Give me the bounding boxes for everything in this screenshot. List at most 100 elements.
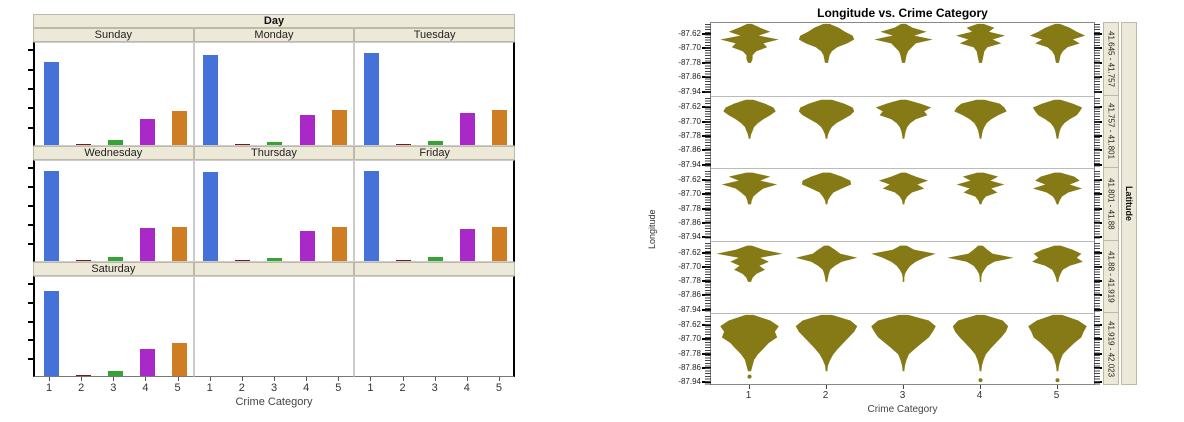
x-tick-label: 2 [238,382,245,394]
facet-strip-thursday: Thursday [193,146,355,160]
y-tick-label: -87.78 [678,57,701,67]
right-strip-title: Latitude [1121,22,1137,385]
violin-svg [720,315,1087,383]
violin-row3-cat1 [721,172,778,205]
x-axis-tick [434,377,436,381]
x-axis-tick [402,377,404,381]
facet-panel-saturday [28,276,194,377]
bar-saturday-cat3 [107,371,123,376]
y-axis-tick [28,282,34,285]
y-tick-label: -87.94 [678,377,701,387]
y-axis-tick [28,224,34,226]
bar-saturday-cat1 [43,291,59,376]
x-axis-tick [145,377,147,381]
x-tick-label: 2 [399,382,406,394]
facet-panel-thursday [193,160,355,262]
violin-facet-row-3: -87.62 -87.70 -87.78 -87.86 -87.94 [678,168,1102,241]
y-axis-tick [28,205,34,207]
x-axis-tick [370,377,372,381]
bar-friday-cat3 [428,256,444,261]
facet-panel-sunday [28,42,194,146]
violin-row4-cat2 [795,245,858,282]
facet-panel-wednesday [28,160,194,262]
y-tick-label: -87.86 [678,72,701,82]
y-axis-minor-ticks-right [1094,170,1100,240]
bar-tuesday-cat3 [428,140,444,145]
violin-row2-cat3 [875,99,932,139]
y-tick-label: -87.94 [678,86,701,96]
y-axis-tick [28,68,34,71]
latitude-range-strip: 41.919 - 42.023 [1103,312,1119,385]
y-tick-label: -87.86 [678,145,701,155]
x-tick-label: 3 [270,382,278,394]
x-axis-title: Crime Category [235,396,313,408]
violin-row1-cat2 [798,23,855,63]
x-axis-tick [466,377,468,381]
latitude-range-strip: 41.801 - 41.88 [1103,167,1119,241]
y-axis-tick [28,339,34,342]
x-tick-label: 2 [822,390,829,401]
violin-facet-row-2: -87.62 -87.70 -87.78 -87.86 -87.94 [678,95,1102,169]
violin-row5-cat1 [720,315,779,372]
x-axis-tick [81,377,83,381]
violin-row2-cat2 [798,99,855,139]
x-tick-label: 4 [976,390,983,401]
y-axis-minor-ticks-right [1094,98,1100,167]
facet-title-strip: Day [33,14,515,28]
y-tick-label: -87.86 [678,363,701,373]
x-tick-label: 1 [745,390,752,401]
x-axis-tick [177,377,179,381]
y-tick-label: -87.94 [678,232,701,242]
violin-svg [720,23,1086,63]
facet-strip-friday: Friday [354,146,515,160]
facet-strip-saturday: Saturday [33,262,194,276]
violin-facet-row-1: -87.62 -87.70 -87.78 -87.86 -87.94 [678,23,1102,96]
facet-panel-friday [354,160,515,262]
y-axis-tick [28,107,34,110]
x-tick-label: 3 [899,390,906,401]
y-axis-minor-ticks-left [705,98,711,167]
y-axis-tick [28,301,34,304]
bar-sunday-cat4 [139,119,155,145]
latitude-range-strip: 41.88 - 41.919 [1103,239,1119,314]
facet-strip-monday: Monday [193,28,355,42]
x-axis-tick [274,377,275,381]
latitude-range-strip: 41.645 - 41.757 [1103,22,1119,96]
bar-thursday-cat3 [267,257,283,261]
y-tick-label: -87.62 [678,174,701,184]
y-axis-minor-ticks-right [1094,243,1100,312]
y-tick-label: -87.94 [678,159,701,169]
x-tick-label: 5 [335,382,342,394]
latitude-range-strip: 41.757 - 41.801 [1103,94,1119,169]
facet-strip-sunday: Sunday [33,28,194,42]
bar-monday-cat4 [299,114,315,145]
x-axis-tick [825,385,827,389]
violin-outlier-dot [1055,378,1060,383]
x-tick-label: 1 [206,382,213,394]
bar-monday-cat1 [203,54,219,145]
x-tick-label: 2 [78,382,85,394]
violin-row5-cat4 [952,315,1009,372]
y-tick-label: -87.62 [678,247,701,257]
facet-strip-empty [193,262,355,276]
bar-friday-cat5 [492,227,508,261]
violin-row3-cat5 [1032,172,1083,205]
x-tick-label: 4 [463,382,470,394]
x-axis-tick [113,377,115,381]
violin-row4-cat4 [947,245,1014,282]
y-axis-minor-ticks-right [1094,24,1100,95]
x-tick-label: 3 [110,382,117,394]
bar-friday-cat2 [396,259,412,261]
y-axis-tick [28,243,34,245]
violin-outlier-dot [747,374,752,379]
y-tick-label: -87.70 [678,189,701,199]
x-tick-label: 5 [174,382,181,394]
violin-facet-row-4: -87.62 -87.70 -87.78 -87.86 -87.94 [678,240,1102,314]
violin-row4-cat5 [1032,245,1083,282]
violin-facet-row-5: -87.62 -87.70 -87.78 -87.86 -87.94 [678,313,1102,386]
y-tick-label: -87.62 [678,320,701,330]
violin-row5-cat5 [1028,315,1087,372]
bar-wednesday-cat2 [75,259,91,261]
bar-wednesday-cat4 [139,228,155,261]
